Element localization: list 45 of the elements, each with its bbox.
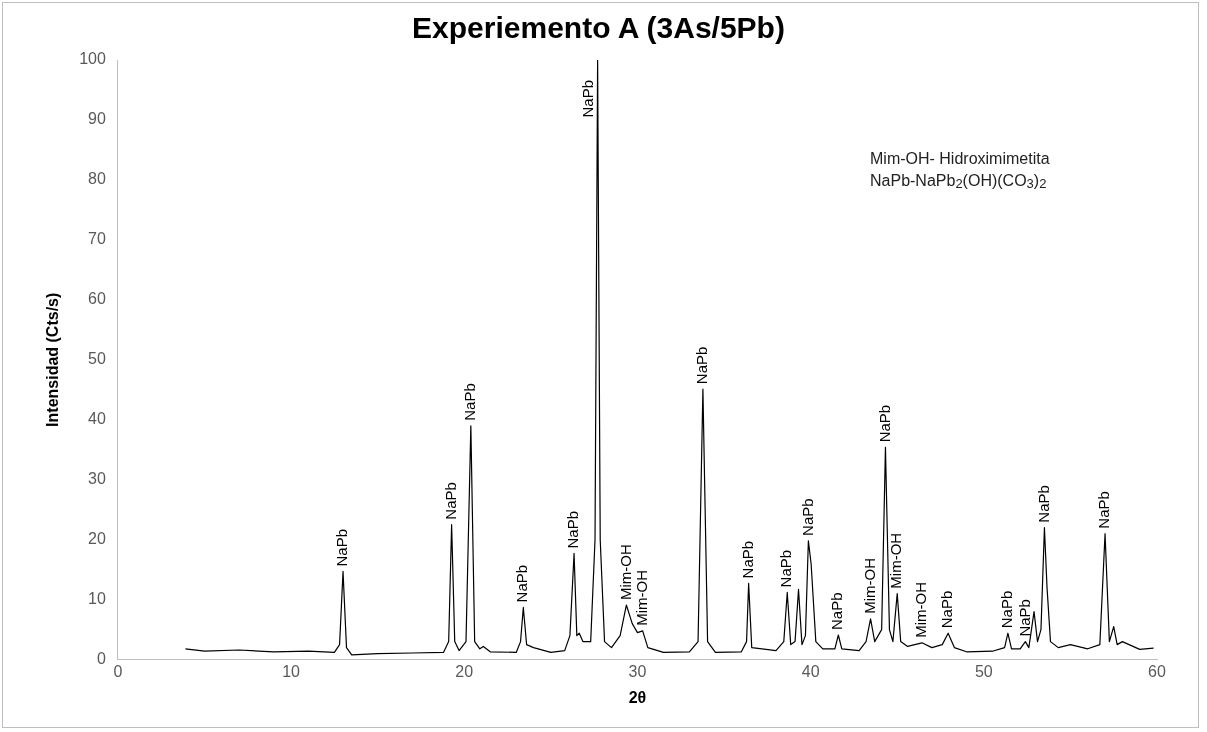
- y-tick-label: 10: [88, 590, 106, 608]
- x-tick-label: 0: [113, 662, 123, 680]
- annotation: NaPb: [828, 592, 846, 631]
- x-tick-label: 60: [1148, 662, 1166, 680]
- y-tick-label: 100: [79, 50, 106, 68]
- y-tick-label: 80: [88, 170, 106, 188]
- y-tick-label: 0: [96, 650, 106, 668]
- y-tick-label: 50: [88, 350, 106, 368]
- annotation: NaPb: [578, 79, 596, 118]
- annotation: NaPb: [564, 510, 582, 549]
- annotation: NaPb: [460, 383, 478, 421]
- chart-title: Experiemento A (3As/5Pb): [412, 11, 785, 45]
- annotation: NaPb: [441, 482, 459, 520]
- annotation: Mim-OH: [616, 544, 634, 601]
- annotation: NaPb-NaPb$_{2}$(OH)(CO$_{3}$)$_{2}$: [870, 171, 1048, 193]
- annotation: Mim-OH: [887, 532, 905, 589]
- y-tick-label: 40: [88, 410, 106, 428]
- y-tick-label: 90: [88, 110, 106, 128]
- annotation: NaPb: [998, 590, 1016, 629]
- annotation: Mim-OH- Hidroximimetita: [870, 149, 1050, 169]
- x-tick-label: 10: [282, 662, 301, 680]
- annotation: NaPb: [1034, 485, 1052, 523]
- annotation: NaPb: [693, 346, 711, 385]
- x-tick-label: 30: [628, 662, 647, 680]
- y-axis-title: Intensidad (Cts/s): [44, 292, 62, 427]
- x-tick-label: 40: [801, 662, 820, 680]
- y-tick-label: 30: [88, 470, 106, 488]
- annotation: NaPb: [738, 540, 756, 579]
- annotation: Mim-OH: [860, 558, 878, 614]
- annotation: Mim-OH: [632, 569, 650, 626]
- annotation: Mim-OH: [912, 581, 930, 638]
- x-tick-label: 50: [974, 662, 993, 680]
- x-axis-title: 2θ: [628, 688, 647, 706]
- x-tick-label: 20: [455, 662, 474, 680]
- annotation: NaPb: [777, 549, 795, 588]
- y-tick-label: 20: [88, 530, 106, 548]
- annotation: NaPb: [798, 498, 816, 536]
- annotation: NaPb: [1095, 491, 1113, 529]
- annotation: NaPb: [333, 528, 351, 567]
- annotation: NaPb: [513, 564, 531, 603]
- annotation: NaPb: [875, 404, 893, 443]
- y-tick-label: 60: [88, 290, 106, 308]
- annotation: NaPb: [938, 590, 956, 629]
- annotation: NaPb: [1015, 599, 1033, 637]
- y-tick-label: 70: [88, 230, 106, 248]
